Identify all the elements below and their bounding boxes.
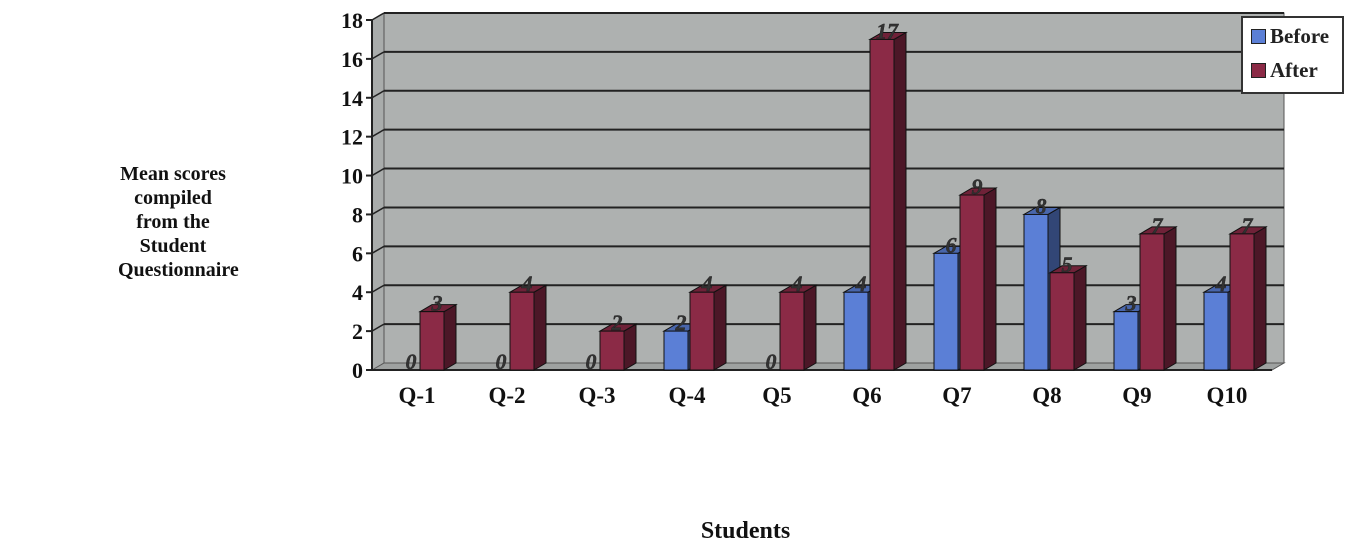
x-tick-label-3: Q-4 <box>668 383 706 408</box>
bar-before-q8 <box>1023 213 1049 371</box>
data-label-before-2: 0 <box>586 349 597 374</box>
gridline-diag-8 <box>371 206 385 216</box>
x-tick-label-0: Q-1 <box>398 383 435 408</box>
data-label-before-0: 0 <box>406 349 417 374</box>
x-tick-label-1: Q-2 <box>488 383 525 408</box>
data-label-before-3: 2 <box>675 310 687 335</box>
legend-item-after: After <box>1251 58 1318 83</box>
legend-label-after: After <box>1270 58 1318 82</box>
y-tick-label-6: 6 <box>352 241 363 266</box>
y-tick-label-8: 8 <box>352 202 363 227</box>
data-label-before-7: 8 <box>1036 193 1047 218</box>
y-tick-label-12: 12 <box>341 125 363 150</box>
gridline-diag-2 <box>371 323 385 332</box>
bar-after-q-4 <box>689 291 715 371</box>
y-axis-label: Mean scores compiled from the Student Qu… <box>118 163 239 281</box>
bar-side-after-5 <box>893 31 907 371</box>
x-axis-label: Students <box>700 518 791 544</box>
bar-side-after-6 <box>983 187 997 371</box>
y-tick-label-4: 4 <box>352 280 363 305</box>
x-axis-label-wrap: Students <box>0 518 1349 545</box>
x-tick-label-2: Q-3 <box>578 383 615 408</box>
bar-after-q-1 <box>419 311 445 371</box>
legend-label-before: Before <box>1270 24 1330 48</box>
bar-after-q9 <box>1139 233 1165 371</box>
y-tick-label-14: 14 <box>341 86 363 111</box>
data-label-after-3: 4 <box>701 271 713 296</box>
bar-before-q7 <box>933 252 959 371</box>
data-label-before-4: 0 <box>766 349 777 374</box>
bar-before-q-4 <box>663 330 689 371</box>
data-label-after-4: 4 <box>791 271 803 296</box>
legend-item-before: Before <box>1251 24 1329 49</box>
data-label-after-7: 5 <box>1062 252 1073 277</box>
bar-side-after-9 <box>1253 226 1267 371</box>
bar-side-after-2 <box>623 323 637 371</box>
x-tick-label-6: Q7 <box>942 383 971 408</box>
x-tick-label-4: Q5 <box>762 383 791 408</box>
y-tick-label-16: 16 <box>341 47 363 72</box>
data-label-after-8: 7 <box>1152 213 1164 238</box>
data-label-after-5: 17 <box>876 18 899 43</box>
y-tick-label-18: 18 <box>341 8 363 33</box>
data-label-before-6: 6 <box>946 232 957 257</box>
y-tick-label-2: 2 <box>352 319 363 344</box>
bar-after-q-3 <box>599 330 625 371</box>
bar-after-q8 <box>1049 272 1075 371</box>
gridline-diag-10 <box>371 167 385 177</box>
gridline-diag-14 <box>371 90 385 99</box>
x-tick-label-5: Q6 <box>852 383 881 408</box>
bar-after-q6 <box>869 38 895 371</box>
bar-before-q6 <box>843 291 869 371</box>
data-label-after-9: 7 <box>1242 213 1254 238</box>
bar-after-q-2 <box>509 291 535 371</box>
gridline-diag-18 <box>371 12 385 21</box>
bar-side-after-3 <box>713 284 727 371</box>
data-label-before-1: 0 <box>496 349 507 374</box>
gridline-diag-12 <box>371 129 385 138</box>
bar-before-q9 <box>1113 311 1139 371</box>
bar-side-after-1 <box>533 284 547 371</box>
data-label-after-6: 9 <box>972 174 983 199</box>
gridline-diag-16 <box>371 51 385 60</box>
bar-side-after-7 <box>1073 264 1087 371</box>
legend-swatch-before <box>1251 29 1266 44</box>
data-label-before-9: 4 <box>1215 271 1227 296</box>
legend-swatch-after <box>1251 63 1266 78</box>
x-tick-label-8: Q9 <box>1122 383 1151 408</box>
data-label-before-5: 4 <box>855 271 867 296</box>
legend: Before After <box>1241 16 1344 94</box>
x-tick-label-7: Q8 <box>1032 383 1061 408</box>
data-label-after-1: 4 <box>521 271 533 296</box>
bar-after-q5 <box>779 291 805 371</box>
gridline-diag-4 <box>371 284 385 293</box>
bar-after-q7 <box>959 194 985 371</box>
data-label-after-2: 2 <box>611 310 623 335</box>
x-tick-label-9: Q10 <box>1207 383 1248 408</box>
bar-before-q10 <box>1203 291 1229 371</box>
y-tick-label-10: 10 <box>341 164 363 189</box>
y-tick-label-0: 0 <box>352 358 363 383</box>
data-label-after-0: 3 <box>431 291 443 316</box>
bar-side-after-8 <box>1163 226 1177 371</box>
bar-after-q10 <box>1229 233 1255 371</box>
bar-side-after-4 <box>803 284 817 371</box>
data-label-before-8: 3 <box>1125 291 1137 316</box>
bar-side-after-0 <box>443 303 457 371</box>
gridline-diag-6 <box>371 245 385 254</box>
